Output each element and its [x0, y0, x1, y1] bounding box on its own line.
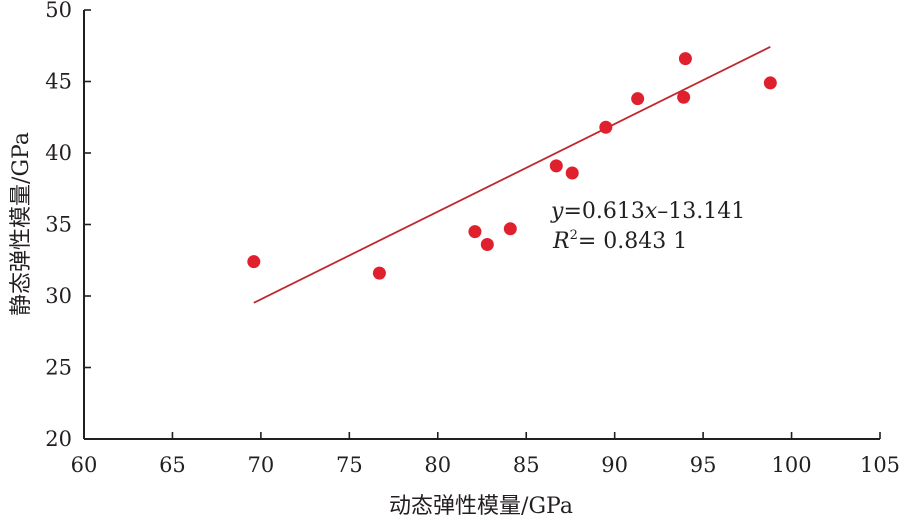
data-points — [247, 52, 777, 280]
data-point — [372, 266, 386, 280]
y-tick-label: 25 — [45, 356, 72, 380]
y-tick-label: 30 — [45, 284, 72, 308]
tick-labels: 60 65 70 75 80 85 90 95 100 105 20 25 30 35 40 45 50 — [45, 0, 900, 477]
r-squared-exponent: 2 — [570, 228, 578, 243]
x-tick-label: 80 — [424, 453, 451, 477]
x-tick-label: 105 — [860, 453, 900, 477]
y-tick-label: 20 — [45, 427, 72, 451]
regression-equation: y=0.613x–13.141 — [550, 199, 745, 224]
x-tick-label: 85 — [513, 453, 540, 477]
y-tick-label: 35 — [45, 213, 72, 237]
y-tick-label: 50 — [45, 0, 72, 22]
x-axis-title: 动态弹性模量/GPa — [389, 494, 573, 519]
x-tick-label: 100 — [772, 453, 812, 477]
x-tick-label: 90 — [601, 453, 628, 477]
data-point — [549, 159, 563, 173]
trendline-layer — [253, 46, 771, 304]
x-tick-label: 60 — [71, 453, 98, 477]
data-point — [480, 238, 494, 252]
r-squared-label: R2= 0.843 1 — [552, 228, 687, 254]
equation-y-var: y — [550, 199, 564, 224]
axes — [83, 10, 880, 440]
x-tick-label: 70 — [248, 453, 275, 477]
x-tick-label: 65 — [159, 453, 186, 477]
equation-part1: =0.613 — [563, 199, 644, 224]
data-point — [678, 52, 692, 66]
x-tick-label: 75 — [336, 453, 363, 477]
data-point — [677, 90, 691, 104]
data-point — [565, 166, 579, 180]
y-axis-title: 静态弹性模量/GPa — [9, 132, 34, 316]
tick-marks — [83, 9, 881, 440]
r-squared-value: = 0.843 1 — [578, 229, 687, 254]
y-tick-label: 40 — [45, 141, 72, 165]
y-tick-label: 45 — [45, 70, 72, 94]
data-point — [599, 120, 613, 134]
data-point — [631, 92, 645, 106]
trendline — [253, 46, 771, 304]
data-point — [468, 225, 482, 239]
data-point — [247, 255, 261, 269]
equation-x-var: x — [645, 199, 658, 224]
data-point — [503, 222, 517, 236]
r-squared-var: R — [552, 229, 570, 254]
data-point — [763, 76, 777, 90]
x-tick-label: 95 — [690, 453, 717, 477]
equation-part2: –13.141 — [657, 199, 745, 224]
